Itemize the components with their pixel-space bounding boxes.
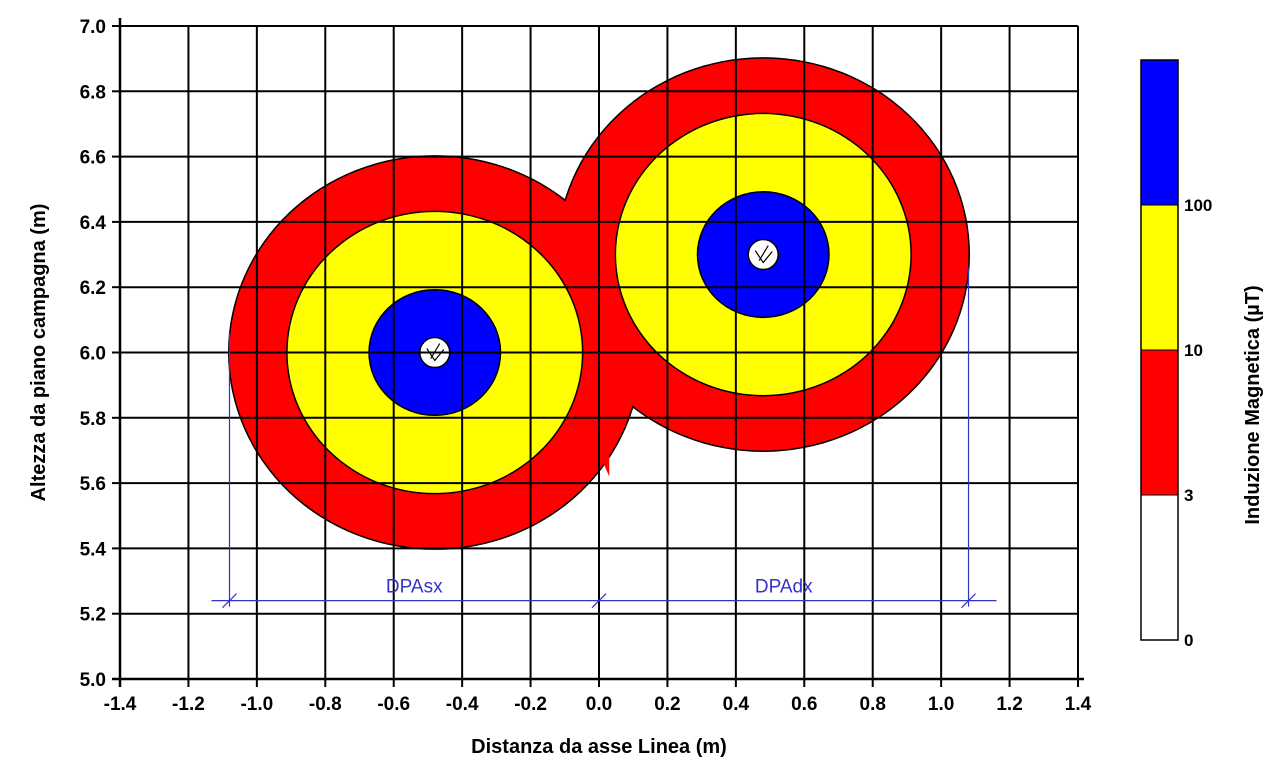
dpa-left-label: DPAsx — [386, 577, 443, 598]
y-tick-label-4: 5.6 — [80, 474, 106, 495]
x-tick-label-3: -1.0 — [240, 694, 273, 715]
dpa-markers: DPAsx DPAdx — [211, 267, 997, 609]
y-tick-label-9: 6.6 — [80, 148, 106, 169]
colorbar-title: Induzione Magnetica (µT) — [1242, 285, 1264, 524]
y-tick-label-3: 5.4 — [80, 539, 107, 560]
colorbar: 0 3 10 100 Induzione Magnetica (µT) — [1140, 59, 1264, 650]
x-tick-label-15: 1.4 — [1065, 694, 1092, 715]
x-tick-label-6: -0.4 — [446, 694, 479, 715]
x-axis-title: Distanza da asse Linea (m) — [471, 736, 727, 758]
y-tick-label-7: 6.2 — [80, 278, 106, 299]
dpa-tick-3 — [961, 593, 976, 609]
x-tick-label-8: 0.0 — [586, 694, 612, 715]
colorbar-band-4 — [1140, 59, 1179, 206]
y-tick-label-10: 6.8 — [80, 82, 106, 103]
colorbar-level-2: 3 — [1184, 486, 1193, 505]
x-tick-label-14: 1.2 — [996, 694, 1022, 715]
colorbar-frame — [1140, 59, 1179, 641]
colorbar-level-4: 100 — [1184, 196, 1212, 215]
y-tick-label-5: 5.8 — [80, 409, 106, 430]
x-tick-label-13: 1.0 — [928, 694, 954, 715]
x-tick-label-11: 0.6 — [791, 694, 817, 715]
conductor-hatch-2 — [754, 245, 773, 264]
y-tick-label-6: 6.0 — [80, 344, 106, 365]
x-tick-label-2: -1.2 — [172, 694, 205, 715]
dpa-tick-1 — [222, 593, 237, 609]
colorbar-level-1: 0 — [1184, 631, 1193, 650]
y-tick-label-2: 5.2 — [80, 605, 106, 626]
colorbar-band-2 — [1140, 349, 1179, 496]
dpa-tick-2 — [591, 593, 607, 609]
y-axis-title: Altezza da piano campagna (m) — [28, 204, 50, 502]
contour-bridge-3 — [592, 172, 617, 477]
y-tick-label-8: 6.4 — [80, 213, 107, 234]
grid-lines — [119, 25, 1079, 680]
x-tick-label-1: -1.4 — [104, 694, 137, 715]
x-tick-label-12: 0.8 — [860, 694, 886, 715]
y-tick-label-11: 7.0 — [80, 17, 106, 38]
conductor-2 — [747, 238, 779, 271]
colorbar-band-1 — [1140, 494, 1179, 641]
axes: -1.4 -1.2 -1.0 -0.8 -0.6 -0.4 -0.2 0.0 0.2 0.4 0.6… — [28, 17, 1092, 758]
dpa-right-label: DPAdx — [755, 577, 813, 598]
colorbar-level-3: 10 — [1184, 341, 1203, 360]
x-tick-label-9: 0.2 — [654, 694, 680, 715]
y-tick-label-1: 5.0 — [80, 670, 106, 691]
x-tick-label-10: 0.4 — [723, 694, 750, 715]
x-tick-label-4: -0.8 — [309, 694, 342, 715]
x-tick-label-7: -0.2 — [514, 694, 547, 715]
colorbar-band-3 — [1140, 204, 1179, 351]
x-tick-label-5: -0.6 — [377, 694, 410, 715]
